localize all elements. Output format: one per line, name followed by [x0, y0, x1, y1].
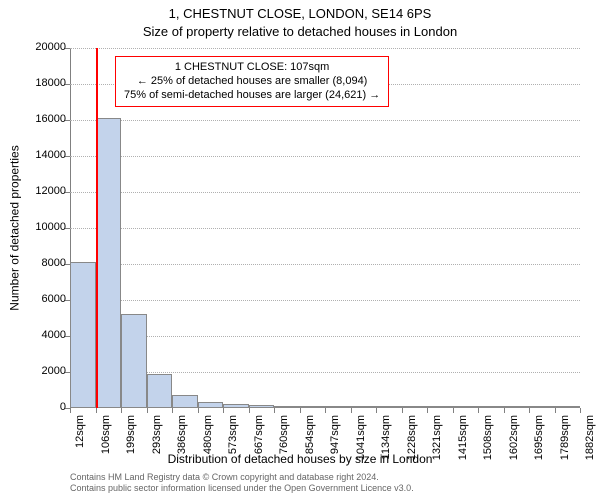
x-tick-mark: [325, 408, 326, 413]
x-tick-mark: [300, 408, 301, 413]
y-tick-label: 16000: [22, 113, 66, 125]
x-tick-label: 1789sqm: [559, 415, 571, 475]
x-tick-mark: [70, 408, 71, 413]
y-axis-label: Number of detached properties: [8, 48, 22, 408]
x-tick-mark: [147, 408, 148, 413]
footer-line-2: Contains public sector information licen…: [70, 483, 414, 494]
histogram-bar: [504, 406, 529, 408]
x-tick-mark: [529, 408, 530, 413]
y-tick-label: 0: [22, 401, 66, 413]
x-tick-label: 12sqm: [74, 415, 86, 475]
histogram-bar: [427, 406, 453, 408]
x-tick-label: 1508sqm: [482, 415, 494, 475]
annotation-line-3: 75% of semi-detached houses are larger (…: [124, 89, 380, 103]
histogram-bar: [96, 118, 121, 408]
histogram-bar: [453, 406, 478, 408]
histogram-bar: [300, 406, 325, 408]
x-tick-mark: [172, 408, 173, 413]
chart-title: 1, CHESTNUT CLOSE, LONDON, SE14 6PS: [0, 6, 600, 21]
x-tick-label: 293sqm: [151, 415, 163, 475]
x-tick-label: 1695sqm: [533, 415, 545, 475]
x-tick-label: 199sqm: [125, 415, 137, 475]
y-axis-label-text: Number of detached properties: [8, 145, 22, 310]
histogram-bar: [325, 406, 351, 408]
chart-container: { "title": "1, CHESTNUT CLOSE, LONDON, S…: [0, 0, 600, 500]
x-tick-label: 1041sqm: [355, 415, 367, 475]
histogram-bar: [223, 404, 249, 408]
gridline: [70, 192, 580, 193]
x-tick-label: 1882sqm: [584, 415, 596, 475]
x-tick-label: 760sqm: [278, 415, 290, 475]
x-tick-label: 106sqm: [100, 415, 112, 475]
x-tick-label: 1228sqm: [406, 415, 418, 475]
x-tick-mark: [402, 408, 403, 413]
annotation-line-1: 1 CHESTNUT CLOSE: 107sqm: [124, 61, 380, 75]
y-tick-label: 18000: [22, 77, 66, 89]
histogram-bar: [376, 406, 402, 408]
histogram-bar: [478, 406, 504, 408]
x-tick-label: 573sqm: [227, 415, 239, 475]
annotation-line-2: ← 25% of detached houses are smaller (8,…: [124, 75, 380, 89]
attribution-footer: Contains HM Land Registry data © Crown c…: [70, 472, 414, 494]
x-tick-mark: [427, 408, 428, 413]
x-tick-mark: [96, 408, 97, 413]
y-tick-label: 4000: [22, 329, 66, 341]
y-tick-label: 14000: [22, 149, 66, 161]
histogram-bar: [529, 406, 555, 408]
gridline: [70, 300, 580, 301]
y-tick-label: 6000: [22, 293, 66, 305]
x-tick-label: 947sqm: [329, 415, 341, 475]
y-tick-label: 8000: [22, 257, 66, 269]
x-tick-mark: [376, 408, 377, 413]
x-tick-label: 667sqm: [253, 415, 265, 475]
histogram-bar: [147, 374, 172, 408]
x-tick-mark: [351, 408, 352, 413]
x-tick-mark: [580, 408, 581, 413]
x-tick-mark: [478, 408, 479, 413]
x-tick-mark: [121, 408, 122, 413]
gridline: [70, 264, 580, 265]
x-tick-mark: [274, 408, 275, 413]
histogram-bar: [274, 406, 300, 408]
y-tick-label: 10000: [22, 221, 66, 233]
x-tick-label: 1602sqm: [508, 415, 520, 475]
y-tick-label: 12000: [22, 185, 66, 197]
y-tick-label: 20000: [22, 41, 66, 53]
chart-subtitle: Size of property relative to detached ho…: [0, 24, 600, 39]
footer-line-1: Contains HM Land Registry data © Crown c…: [70, 472, 414, 483]
x-tick-label: 854sqm: [304, 415, 316, 475]
x-tick-label: 1415sqm: [457, 415, 469, 475]
x-tick-mark: [223, 408, 224, 413]
annotation-box: 1 CHESTNUT CLOSE: 107sqm ← 25% of detach…: [115, 56, 389, 107]
marker-line: [96, 48, 98, 408]
histogram-bar: [172, 395, 198, 409]
gridline: [70, 120, 580, 121]
y-tick-label: 2000: [22, 365, 66, 377]
histogram-bar: [70, 262, 96, 408]
x-tick-label: 386sqm: [176, 415, 188, 475]
x-tick-mark: [504, 408, 505, 413]
x-tick-mark: [249, 408, 250, 413]
gridline: [70, 228, 580, 229]
histogram-bar: [198, 402, 223, 408]
x-tick-label: 480sqm: [202, 415, 214, 475]
x-tick-mark: [198, 408, 199, 413]
histogram-bar: [121, 314, 147, 408]
histogram-bar: [555, 406, 580, 408]
histogram-bar: [402, 406, 427, 408]
x-tick-mark: [453, 408, 454, 413]
x-tick-label: 1134sqm: [380, 415, 392, 475]
gridline: [70, 48, 580, 49]
x-tick-label: 1321sqm: [431, 415, 443, 475]
histogram-bar: [249, 405, 274, 408]
x-tick-mark: [555, 408, 556, 413]
gridline: [70, 156, 580, 157]
histogram-bar: [351, 406, 376, 408]
x-axis-label: Distribution of detached houses by size …: [0, 452, 600, 466]
plot-area: 1 CHESTNUT CLOSE: 107sqm ← 25% of detach…: [70, 48, 580, 408]
